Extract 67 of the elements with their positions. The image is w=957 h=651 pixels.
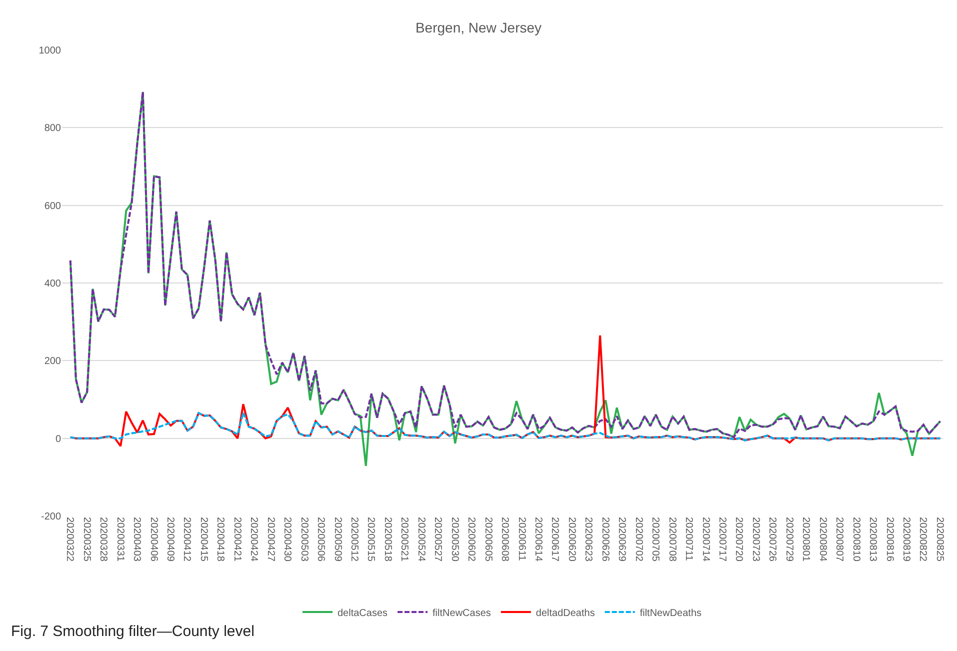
x-tick-label: 20200726 (766, 517, 778, 562)
x-tick-label: 20200418 (214, 517, 226, 562)
y-tick-label: 400 (44, 278, 62, 290)
y-tick-label: 600 (44, 200, 62, 212)
x-tick-label: 20200412 (181, 517, 192, 562)
x-tick-label: 20200415 (198, 517, 209, 562)
x-tick-label: 20200524 (415, 517, 426, 562)
x-tick-label: 20200623 (582, 517, 594, 562)
legend-label: deltaCases (338, 608, 388, 619)
x-tick-label: 20200801 (800, 517, 812, 562)
x-tick-label: 20200409 (164, 517, 176, 562)
x-tick-label: 20200512 (348, 517, 360, 562)
x-tick-label: 20200825 (934, 517, 945, 562)
x-tick-label: 20200720 (733, 517, 744, 562)
x-tick-label: 20200427 (264, 517, 276, 562)
x-tick-label: 20200406 (148, 517, 159, 562)
line-series (69, 412, 942, 442)
legend-label: filtNewDeaths (640, 608, 702, 619)
x-tick-label: 20200506 (315, 517, 326, 562)
y-tick-label: 1000 (38, 46, 62, 56)
x-tick-label: 20200620 (566, 517, 577, 562)
x-tick-label: 20200705 (650, 517, 661, 562)
legend-label: deltadDeaths (536, 608, 595, 619)
chart-title: Bergen, New Jersey (415, 20, 542, 36)
x-tick-label: 20200424 (248, 517, 260, 562)
x-tick-label: 20200611 (516, 517, 527, 562)
x-tick-label: 20200629 (616, 517, 628, 562)
x-tick-label: 20200430 (282, 517, 293, 562)
x-tick-label: 20200328 (98, 517, 109, 562)
x-tick-label: 20200702 (632, 517, 644, 562)
x-tick-label: 20200518 (382, 517, 393, 562)
y-tick-label: -200 (40, 512, 62, 522)
caption: Fig. 7 Smoothing filter—County level (11, 623, 254, 640)
x-tick-label: 20200807 (834, 517, 845, 562)
x-tick-label: 20200530 (448, 517, 460, 562)
y-tick-label: 0 (55, 434, 62, 445)
x-tick-label: 20200527 (432, 517, 444, 562)
x-tick-label: 20200810 (850, 517, 862, 562)
x-tick-label: 20200602 (466, 517, 477, 562)
y-tick-label: 200 (44, 356, 62, 368)
x-tick-label: 20200605 (482, 517, 494, 562)
x-tick-label: 20200729 (783, 517, 794, 562)
x-tick-label: 20200626 (599, 517, 610, 562)
x-tick-label: 20200714 (700, 517, 711, 562)
x-tick-label: 20200509 (332, 517, 343, 562)
x-tick-label: 20200816 (884, 517, 895, 562)
x-tick-label: 20200521 (398, 517, 410, 562)
x-tick-label: 20200819 (900, 517, 912, 562)
x-tick-label: 20200813 (867, 517, 878, 562)
x-tick-label: 20200708 (666, 517, 678, 562)
x-tick-label: 20200822 (917, 517, 928, 562)
x-tick-label: 20200804 (816, 517, 828, 562)
x-tick-label: 20200711 (683, 517, 694, 562)
x-tick-label: 20200717 (716, 517, 728, 562)
x-tick-label: 20200503 (298, 517, 310, 562)
x-tick-label: 20200608 (499, 517, 510, 562)
x-tick-label: 20200403 (131, 517, 142, 562)
x-tick-label: 20200723 (750, 517, 761, 562)
x-tick-label: 20200325 (80, 517, 92, 562)
x-tick-label: 20200614 (532, 517, 544, 562)
x-tick-label: 20200331 (114, 517, 126, 562)
x-tick-label: 20200617 (549, 517, 560, 562)
y-tick-label: 800 (44, 123, 62, 134)
x-tick-label: 20200515 (365, 517, 376, 562)
x-tick-label: 20200322 (64, 517, 76, 562)
x-tick-label: 20200421 (231, 517, 242, 562)
legend-label: filtNewCases (432, 608, 491, 619)
